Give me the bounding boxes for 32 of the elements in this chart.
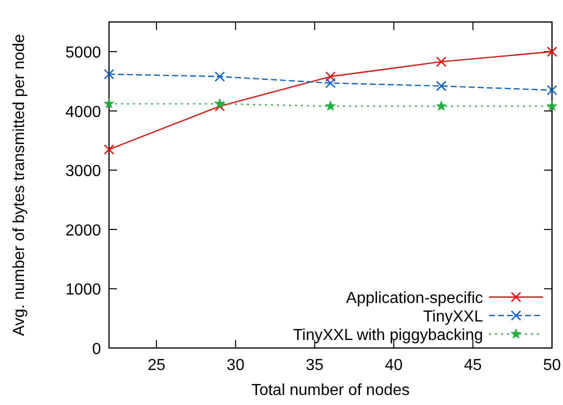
y-tick-label: 4000 bbox=[65, 104, 102, 121]
point bbox=[104, 144, 114, 155]
y-tick-label: 0 bbox=[92, 341, 102, 358]
y-tick-label: 2000 bbox=[65, 222, 102, 240]
point bbox=[436, 80, 446, 92]
y-tick-label: 1000 bbox=[65, 282, 102, 299]
point bbox=[546, 85, 558, 96]
point bbox=[325, 100, 336, 110]
x-tick-label: 45 bbox=[464, 357, 482, 374]
y-axis-title: Avg. number of bytes transmitted per node bbox=[11, 34, 28, 336]
y-tick-label: 5000 bbox=[65, 44, 102, 62]
x-axis-title: Total number of nodes bbox=[251, 382, 410, 399]
legend-label: TinyXXL bbox=[423, 308, 484, 326]
point bbox=[546, 46, 558, 57]
point bbox=[214, 101, 225, 112]
point bbox=[104, 69, 114, 80]
point bbox=[214, 71, 225, 82]
x-tick-label: 35 bbox=[306, 357, 324, 374]
point bbox=[436, 56, 446, 67]
point bbox=[214, 98, 225, 108]
point bbox=[325, 78, 336, 88]
point bbox=[325, 71, 336, 82]
x-tick-label: 50 bbox=[543, 357, 561, 374]
point bbox=[436, 100, 446, 110]
x-tick-label: 30 bbox=[226, 357, 245, 374]
x-tick-label: 40 bbox=[384, 357, 403, 374]
legend-label: TinyXXL with piggybacking bbox=[292, 327, 483, 344]
point bbox=[104, 98, 114, 108]
point bbox=[546, 100, 558, 110]
y-tick-label: 3000 bbox=[65, 163, 102, 180]
legend-label: Application-specific bbox=[346, 290, 483, 307]
x-tick-label: 25 bbox=[148, 357, 166, 374]
